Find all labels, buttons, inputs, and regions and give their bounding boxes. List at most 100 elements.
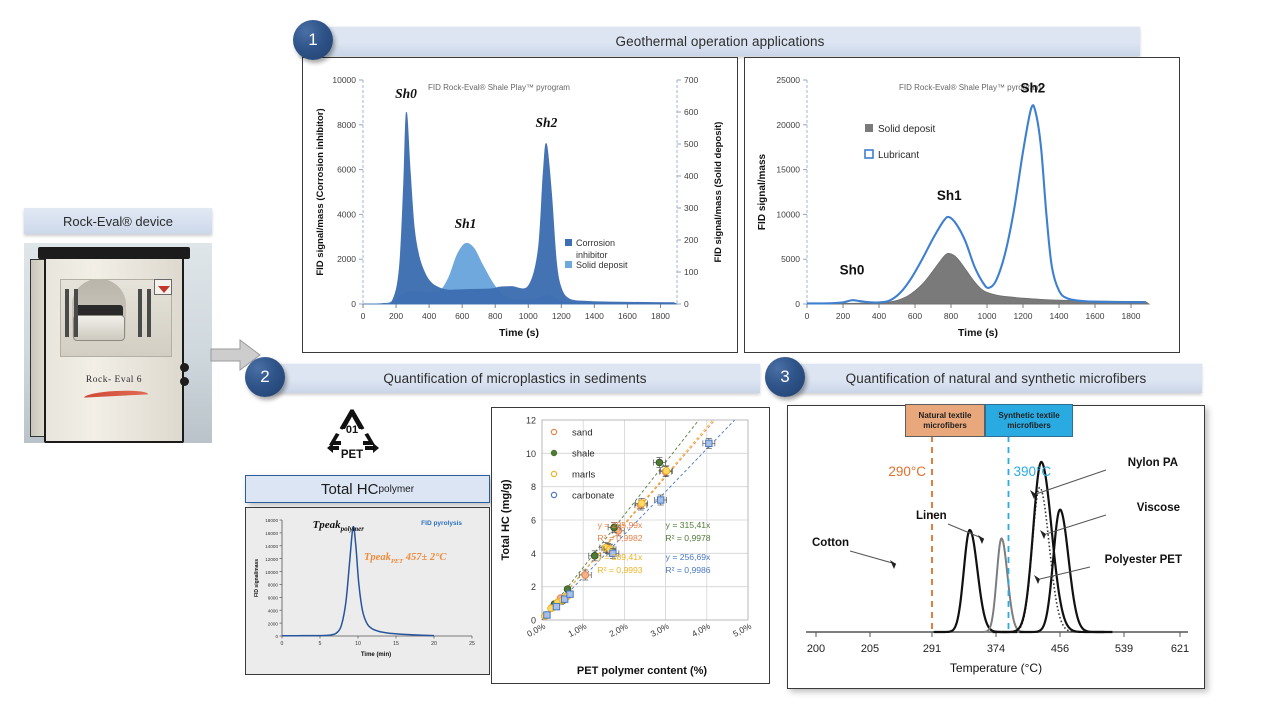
svg-text:0: 0: [795, 299, 800, 309]
tpeak-polymer-pyrogram-chart: 0 2000 4000 6000 8000 10000 12000 14000 16000 180…: [246, 508, 488, 673]
device-vent-slot: [74, 289, 78, 337]
svg-text:1400: 1400: [585, 311, 604, 321]
svg-text:R² = 0,9978: R² = 0,9978: [665, 533, 710, 543]
svg-text:0: 0: [361, 311, 366, 321]
lubricant-pyrogram-chart: 0 5000 10000 15000 20000 25000 0 200 400 600 800 10…: [745, 58, 1178, 351]
svg-text:10000: 10000: [332, 75, 356, 85]
zone-tag-natural-textile: Natural textile microfibers: [905, 404, 985, 437]
svg-text:621: 621: [1171, 643, 1189, 655]
svg-text:18000: 18000: [265, 518, 278, 523]
svg-text:100: 100: [684, 267, 698, 277]
svg-text:16000: 16000: [265, 531, 278, 536]
svg-text:456: 456: [1051, 643, 1069, 655]
svg-text:600: 600: [455, 311, 469, 321]
svg-text:carbonate: carbonate: [572, 491, 614, 502]
svg-text:0: 0: [805, 311, 810, 321]
chart-panel-microfiber-thermogram: 200 205 291 374 456 539 621 Temperature (°C) 290…: [787, 405, 1205, 689]
microfiber-thermogram-chart: 200 205 291 374 456 539 621 Temperature (°C) 290…: [788, 406, 1203, 687]
svg-text:R² = 0,9986: R² = 0,9986: [665, 565, 710, 575]
svg-text:Cotton: Cotton: [812, 537, 849, 549]
pet-logo-material: PET: [341, 449, 363, 461]
device-vent-slot: [147, 289, 151, 337]
rock-eval-device-photo: Rock- Eval 6: [24, 243, 212, 443]
device-label-text: Rock-Eval® device: [62, 213, 173, 229]
svg-text:4000: 4000: [337, 209, 356, 219]
svg-text:Temperature (°C): Temperature (°C): [950, 661, 1042, 675]
device-door-handle: [180, 363, 189, 372]
total-hc-title-sub: polymer: [378, 483, 415, 495]
svg-text:0: 0: [531, 616, 536, 626]
svg-text:1200: 1200: [552, 311, 571, 321]
svg-text:Total HC (mg/g): Total HC (mg/g): [500, 479, 512, 560]
device-cabinet: Rock- Eval 6: [44, 255, 184, 443]
svg-text:1000: 1000: [519, 311, 538, 321]
svg-text:FID signal/mass: FID signal/mass: [757, 153, 768, 230]
zone-tag-synthetic-label: Synthetic textile microfibers: [998, 411, 1060, 430]
section-1-badge: 1: [293, 20, 333, 60]
section-1-title: Geothermal operation applications: [615, 34, 825, 49]
device-door-handle: [180, 377, 189, 386]
svg-text:200: 200: [807, 643, 825, 655]
svg-text:10000: 10000: [776, 209, 800, 219]
manufacturer-badge-icon: [154, 279, 172, 295]
svg-text:4: 4: [531, 549, 536, 559]
section-2-badge: 2: [245, 357, 285, 397]
svg-text:12000: 12000: [265, 557, 278, 562]
svg-text:0: 0: [684, 299, 689, 309]
svg-text:0: 0: [281, 641, 284, 647]
total-hc-polymer-block: Total HC polymer 0 2000 4000 6000 8000 10000 12…: [245, 475, 490, 675]
svg-text:Linen: Linen: [916, 510, 947, 522]
device-vent-slot: [65, 289, 69, 337]
svg-text:200: 200: [836, 311, 850, 321]
svg-text:800: 800: [944, 311, 958, 321]
chart-panel-corrosion-pyrogram: 0 2000 4000 6000 8000 10000 0 100 200 300 400 500 60…: [302, 57, 738, 353]
svg-text:Lubricant: Lubricant: [878, 150, 919, 161]
svg-text:marls: marls: [572, 470, 595, 481]
svg-text:390°C: 390°C: [1013, 464, 1051, 479]
svg-text:5: 5: [319, 641, 322, 647]
svg-text:6000: 6000: [268, 596, 279, 601]
svg-text:PET polymer content (%): PET polymer content (%): [577, 665, 708, 677]
svg-text:10: 10: [526, 449, 536, 459]
svg-text:205: 205: [861, 643, 879, 655]
svg-text:0: 0: [275, 634, 278, 639]
svg-text:1600: 1600: [618, 311, 637, 321]
svg-text:1800: 1800: [651, 311, 670, 321]
svg-text:FID signal/mass (Solid deposit: FID signal/mass (Solid deposit): [713, 122, 724, 263]
svg-text:Sh2: Sh2: [1021, 81, 1046, 96]
device-top-bar: [38, 247, 190, 259]
svg-text:y = 315,41x: y = 315,41x: [666, 520, 711, 530]
svg-text:Time (min): Time (min): [361, 652, 391, 658]
svg-text:FID pyrolysis: FID pyrolysis: [421, 520, 462, 527]
svg-text:1400: 1400: [1050, 311, 1069, 321]
svg-text:Solid deposit: Solid deposit: [878, 124, 935, 135]
chart-panel-lubricant-pyrogram: 0 5000 10000 15000 20000 25000 0 200 400 600 800 10…: [744, 57, 1180, 353]
svg-text:15: 15: [393, 641, 399, 647]
svg-text:y = 285,99x: y = 285,99x: [598, 520, 643, 530]
svg-text:2000: 2000: [268, 621, 279, 626]
svg-text:4000: 4000: [268, 608, 279, 613]
section-3-number: 3: [780, 367, 790, 386]
svg-text:Sh0: Sh0: [840, 262, 865, 277]
svg-text:25000: 25000: [776, 75, 800, 85]
svg-text:5000: 5000: [781, 254, 800, 264]
zone-tag-synthetic-textile: Synthetic textile microfibers: [985, 404, 1073, 437]
svg-text:8000: 8000: [337, 120, 356, 130]
svg-text:10: 10: [355, 641, 361, 647]
svg-text:Corrosion: Corrosion: [576, 238, 615, 248]
svg-text:374: 374: [987, 643, 1005, 655]
pet-logo-number: 01: [346, 424, 358, 436]
svg-text:1200: 1200: [1014, 311, 1033, 321]
section-3-banner: Quantification of natural and synthetic …: [790, 363, 1202, 393]
total-hc-title-main: Total HC: [320, 480, 379, 498]
svg-text:FID signal/mass: FID signal/mass: [254, 559, 260, 597]
svg-text:Solid deposit: Solid deposit: [576, 260, 628, 270]
svg-text:400: 400: [872, 311, 886, 321]
svg-text:Time (s): Time (s): [499, 327, 539, 339]
svg-text:14000: 14000: [265, 544, 278, 549]
svg-text:R² = 0,9993: R² = 0,9993: [597, 565, 642, 575]
svg-text:25: 25: [469, 641, 475, 647]
svg-text:6: 6: [531, 516, 536, 526]
device-swoosh-graphic: [83, 389, 149, 398]
